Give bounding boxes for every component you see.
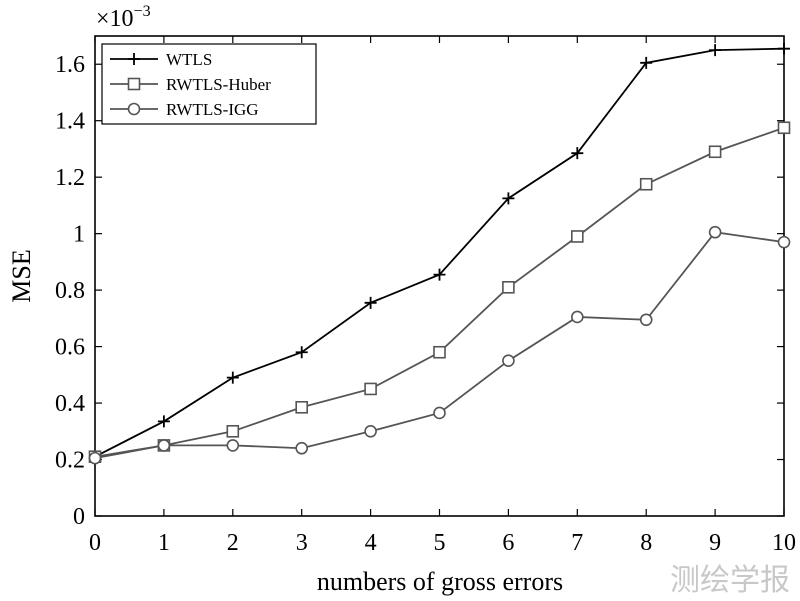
y-tick-label: 0.2 [55, 448, 85, 474]
x-tick-label: 2 [227, 530, 239, 556]
data-point [639, 177, 653, 191]
x-axis-title: numbers of gross errors [317, 567, 563, 596]
data-point [157, 415, 170, 428]
x-tick-label: 8 [640, 530, 652, 556]
series-wtls [89, 42, 790, 463]
data-point [502, 280, 515, 294]
y-tick-label: 0.6 [55, 335, 85, 361]
data-point [708, 225, 722, 239]
data-point [433, 268, 446, 281]
data-point [295, 441, 309, 455]
legend-label: WTLS [166, 50, 212, 69]
data-point [777, 121, 791, 135]
legend-entry: RWTLS-Huber [110, 75, 271, 94]
x-tick-label: 4 [365, 530, 377, 556]
x-tick-label: 7 [571, 530, 583, 556]
y-tick-label: 1.4 [55, 109, 85, 135]
data-point [364, 296, 377, 309]
data-point [570, 310, 584, 324]
data-point [778, 42, 790, 55]
legend-label: RWTLS-Huber [166, 75, 271, 94]
legend-label: RWTLS-IGG [166, 100, 259, 119]
data-point [226, 424, 240, 438]
x-tick-label: 1 [158, 530, 170, 556]
legend-entry: WTLS [110, 50, 212, 69]
data-point [639, 313, 653, 327]
legend-marker [127, 77, 141, 91]
y-tick-label: 1.6 [55, 52, 85, 78]
legend: WTLS RWTLS-Huber RWTLS-IGG [101, 43, 317, 125]
y-tick-label: 1.2 [55, 165, 85, 191]
watermark: 测绘学报 [670, 563, 790, 598]
series-line [94, 231, 785, 460]
x-tick-label: 0 [89, 530, 101, 556]
x-tick-label: 9 [709, 530, 721, 556]
data-point [364, 382, 377, 396]
y-exponent-label: ×10−3 [96, 3, 151, 32]
data-point [295, 346, 308, 359]
data-point [709, 44, 722, 57]
legend-entry: RWTLS-IGG [110, 100, 259, 119]
x-tick-label: 10 [772, 530, 796, 556]
data-point [640, 56, 653, 69]
data-point [433, 345, 446, 359]
axis-ticks [94, 36, 785, 517]
data-point [226, 371, 239, 384]
data-point [364, 424, 377, 438]
axis-tick-labels: 0 1 2 3 4 5 6 7 8 9 10 0 0.2 0.4 0.6 0.8 1 1.2 1.4 1.6 [55, 52, 796, 556]
data-point [777, 235, 791, 249]
data-point [88, 451, 102, 465]
series-layer [88, 42, 791, 465]
data-point [708, 145, 722, 159]
x-tick-label: 6 [502, 530, 514, 556]
x-tick-label: 3 [296, 530, 308, 556]
y-tick-label: 1 [73, 222, 85, 248]
legend-marker [127, 102, 141, 116]
data-point [502, 192, 515, 205]
y-tick-label: 0 [73, 504, 85, 530]
data-point [571, 147, 584, 160]
y-tick-label: 0.4 [55, 391, 85, 417]
data-point [226, 439, 240, 452]
data-point [295, 400, 309, 414]
data-point [433, 406, 446, 420]
data-point [502, 354, 515, 368]
data-point [570, 230, 584, 243]
y-tick-label: 0.8 [55, 278, 85, 304]
x-tick-label: 5 [434, 530, 446, 556]
data-point [157, 439, 171, 452]
y-axis-title: MSE [7, 249, 36, 302]
legend-marker [128, 53, 140, 65]
series-rwtls-igg [88, 225, 791, 465]
